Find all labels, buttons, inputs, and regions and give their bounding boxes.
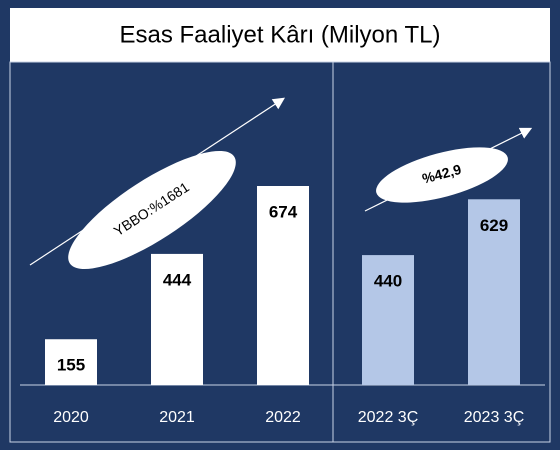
value-label: 155 bbox=[57, 356, 85, 375]
value-label: 629 bbox=[480, 216, 508, 235]
x-tick-label: 2022 bbox=[265, 409, 301, 426]
x-tick-label: 2021 bbox=[159, 409, 195, 426]
bar bbox=[151, 253, 203, 385]
x-tick-label: 2020 bbox=[53, 409, 89, 426]
plot-frame bbox=[9, 61, 551, 443]
bar bbox=[362, 255, 414, 385]
bar bbox=[257, 186, 309, 385]
x-tick-label: 2023 3Ç bbox=[464, 409, 525, 426]
value-label: 440 bbox=[374, 272, 402, 291]
annotation-ellipse bbox=[68, 150, 236, 270]
x-tick-label: 2022 3Ç bbox=[358, 409, 419, 426]
title-box bbox=[10, 8, 550, 62]
value-label: 444 bbox=[163, 270, 192, 289]
annotation-ellipse bbox=[376, 147, 508, 203]
bar bbox=[45, 339, 97, 385]
chart-title: Esas Faaliyet Kârı (Milyon TL) bbox=[120, 21, 441, 48]
value-label: 674 bbox=[269, 202, 298, 221]
bar bbox=[468, 199, 520, 385]
